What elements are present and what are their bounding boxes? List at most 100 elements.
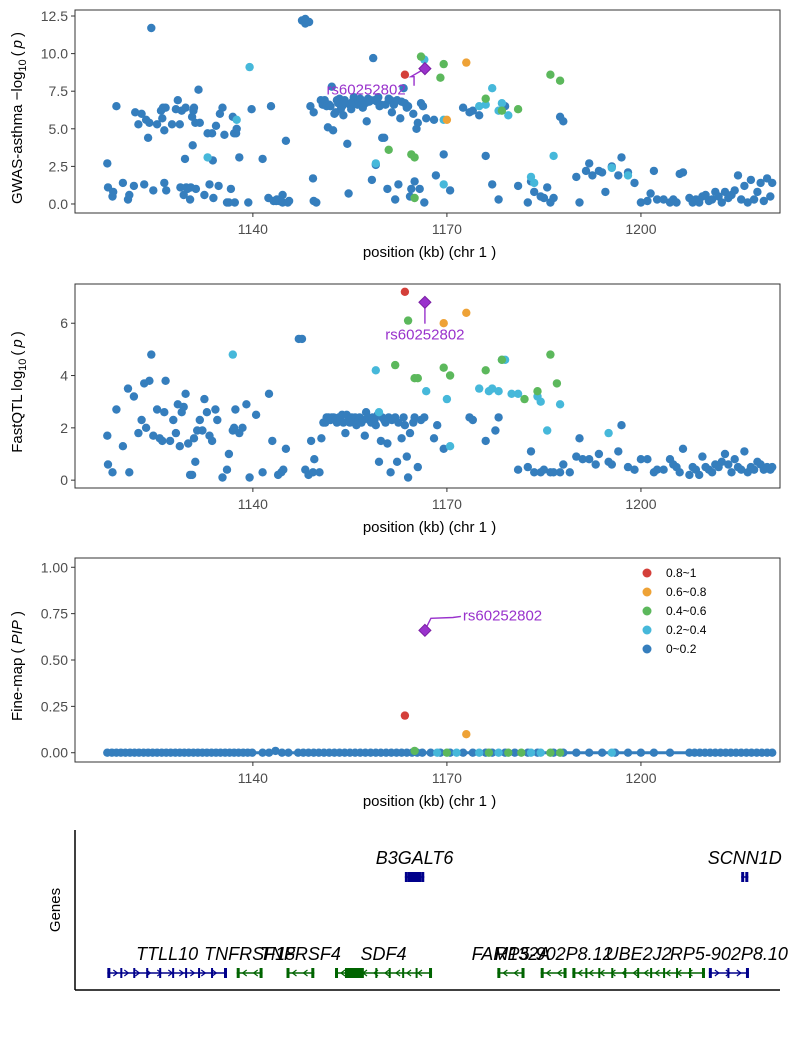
snp-point: [672, 198, 681, 207]
snp-point: [418, 102, 428, 111]
snp-point: [134, 120, 143, 129]
snp-point: [230, 198, 239, 207]
snp-point: [497, 106, 507, 115]
y-axis-title-part: (: [9, 51, 26, 56]
y-axis-title: FastQTL log10 (p): [9, 331, 29, 453]
y-tick-label: 0.50: [41, 652, 68, 668]
y-tick-label: 0.75: [41, 606, 68, 622]
gene-exon: [159, 968, 162, 978]
x-axis-title: position (kb) (chr 1 ): [363, 793, 496, 810]
snp-point: [374, 408, 384, 417]
gene-exon: [311, 968, 315, 978]
snp-point: [429, 115, 439, 125]
snp-point: [707, 195, 717, 204]
y-tick-label: 12.5: [41, 8, 68, 24]
gene-exon: [563, 968, 567, 978]
snp-point: [462, 58, 471, 67]
snp-point: [614, 171, 623, 180]
snp-point: [636, 198, 646, 207]
snp-point: [328, 126, 338, 135]
snp-point: [601, 187, 610, 197]
snp-point: [160, 126, 169, 135]
gene-exon: [663, 968, 666, 978]
snp-point: [309, 108, 318, 117]
gwas-panel: 0.0 2.5 5.0 7.5 10.0 12.5 1140 1170 1200 position…: [9, 8, 781, 261]
x-tick-label: 1170: [432, 770, 462, 786]
y-axis-title-part: (: [9, 351, 26, 356]
snp-point: [149, 431, 158, 440]
snp-point: [520, 394, 529, 404]
snp-point: [727, 468, 736, 477]
gene-exon: [745, 872, 749, 882]
strand-arrow: [417, 969, 423, 977]
snp-point: [614, 447, 623, 456]
snp-point: [572, 172, 581, 182]
strand-arrow: [241, 969, 248, 977]
snp-point: [281, 444, 291, 453]
snp-point: [617, 153, 626, 162]
gene-exon: [120, 968, 123, 978]
snp-point: [191, 184, 201, 194]
plot-frame: [74, 283, 781, 489]
snp-point: [360, 431, 369, 440]
snp-point: [475, 748, 484, 757]
snp-point: [546, 350, 555, 359]
snp-point: [585, 159, 594, 168]
snp-point: [429, 434, 439, 443]
gene-tnfrsf18: TNFRSF18: [204, 944, 295, 978]
snp-point: [400, 421, 410, 430]
x-tick-label: 1140: [238, 221, 268, 237]
x-tick-label: 1170: [432, 221, 462, 237]
snp-point: [559, 460, 568, 469]
snp-point: [310, 455, 319, 464]
y-tick-label: 0: [60, 472, 68, 488]
strand-arrow: [513, 969, 519, 977]
snp-point: [588, 171, 597, 180]
snp-point: [284, 196, 294, 206]
gene-exon: [701, 968, 705, 978]
y-tick-label: 4: [60, 368, 68, 384]
gene-rp5-902p8-12: RP5-902P8.12: [495, 944, 613, 978]
snp-point: [347, 105, 356, 114]
y-tick-label: 2: [60, 420, 68, 436]
snp-point: [200, 394, 209, 404]
snp-point: [575, 434, 584, 443]
snp-point: [258, 748, 267, 757]
snp-point: [659, 195, 668, 204]
snp-point: [179, 402, 188, 412]
snp-point: [160, 408, 169, 417]
snp-point: [371, 366, 380, 375]
gene-exon: [223, 968, 227, 978]
snp-point: [439, 444, 448, 453]
snp-point: [442, 748, 452, 757]
snp-point: [341, 428, 350, 438]
snp-point: [400, 711, 410, 720]
strand-arrow: [599, 969, 605, 977]
snp-point: [214, 181, 223, 191]
snp-point: [481, 151, 490, 161]
snp-point: [112, 102, 121, 111]
snp-point: [749, 465, 759, 474]
strand-arrow: [291, 969, 297, 977]
snp-point: [189, 434, 199, 443]
snp-point: [245, 473, 254, 482]
snp-point: [559, 117, 568, 126]
lead-snp-marker: [418, 295, 432, 310]
gene-exon: [107, 968, 111, 978]
snp-point: [733, 171, 743, 180]
snp-point: [678, 168, 688, 177]
snp-point: [343, 139, 352, 148]
snp-point: [555, 76, 565, 85]
snp-point: [179, 190, 188, 200]
snp-point: [224, 198, 234, 207]
snp-point: [737, 465, 746, 474]
snp-point: [409, 109, 418, 119]
snp-point: [402, 452, 411, 461]
y-axis-title-part: p: [9, 40, 26, 49]
snp-point: [526, 748, 536, 757]
snp-point: [452, 748, 461, 757]
snp-point: [399, 84, 408, 93]
y-axis-title-part: p: [9, 339, 26, 348]
gene-label: SCNN1D: [708, 848, 782, 868]
plot-frame: [74, 9, 781, 214]
